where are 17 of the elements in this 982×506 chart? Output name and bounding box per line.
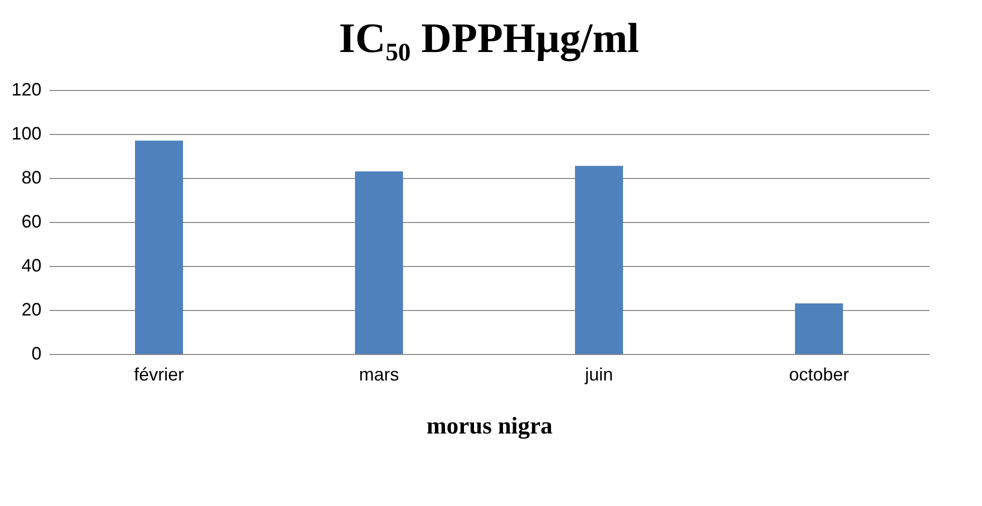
x-axis-title: morus nigra: [426, 414, 552, 440]
y-tick-label: 60: [21, 212, 42, 232]
chart-title: IC₅₀ DPPHµg/ml: [338, 16, 640, 62]
y-tick-label: 0: [31, 344, 42, 364]
bar: [355, 171, 403, 354]
y-tick-label: 120: [11, 80, 42, 100]
x-tick-label: juin: [584, 364, 614, 384]
x-tick-label: mars: [359, 364, 399, 384]
bar: [795, 303, 843, 354]
y-tick-label: 40: [21, 256, 42, 276]
bar: [575, 166, 623, 354]
y-tick-label: 80: [21, 168, 42, 188]
x-tick-label: février: [134, 364, 184, 384]
y-tick-label: 100: [11, 124, 42, 144]
bar: [135, 140, 183, 354]
x-tick-label: october: [788, 364, 850, 384]
y-tick-label: 20: [21, 300, 42, 320]
